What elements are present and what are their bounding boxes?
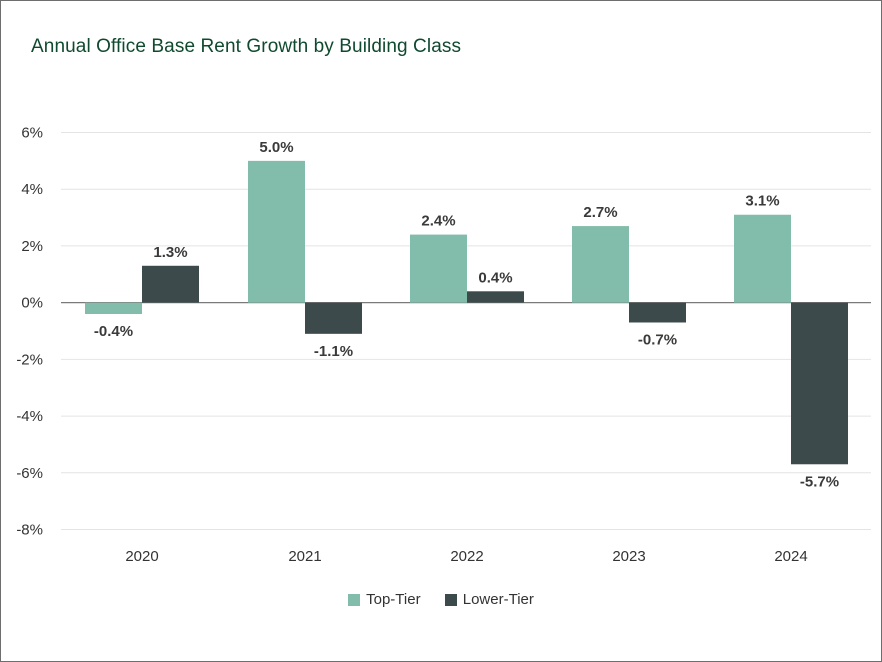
chart-title: Annual Office Base Rent Growth by Buildi… — [31, 36, 462, 57]
bar-top-tier — [85, 302, 142, 314]
y-tick-label: -2% — [16, 351, 43, 368]
bar-lower-tier — [305, 302, 362, 334]
y-tick-label: 0% — [21, 295, 43, 312]
y-tick-label: 4% — [21, 181, 43, 198]
legend-swatch-lower-tier — [444, 593, 457, 606]
bar-lower-tier — [629, 302, 686, 323]
data-label: -0.7% — [638, 331, 677, 348]
y-tick-label: -4% — [16, 408, 43, 425]
bar-top-tier — [410, 234, 467, 303]
data-label: 5.0% — [259, 139, 293, 156]
x-tick-label: 2020 — [125, 548, 158, 565]
data-label: -0.4% — [94, 323, 133, 340]
x-tick-label: 2023 — [612, 548, 645, 565]
chart-legend: Top-Tier Lower-Tier — [1, 591, 881, 610]
y-tick-label: 2% — [21, 238, 43, 255]
data-label: -5.7% — [800, 473, 839, 490]
legend-item-top-tier: Top-Tier — [348, 591, 421, 608]
data-label: -1.1% — [314, 343, 353, 360]
y-tick-label: 6% — [21, 125, 43, 142]
data-label: 3.1% — [745, 193, 779, 210]
data-label: 2.7% — [583, 204, 617, 221]
y-tick-label: -6% — [16, 465, 43, 482]
y-tick-label: -8% — [16, 522, 43, 539]
data-label: 2.4% — [421, 213, 455, 230]
bar-top-tier — [572, 226, 629, 303]
bar-lower-tier — [791, 302, 848, 465]
x-tick-label: 2022 — [450, 548, 483, 565]
bar-lower-tier — [467, 291, 524, 303]
data-label: 1.3% — [153, 244, 187, 261]
data-label: 0.4% — [478, 269, 512, 286]
legend-label-top-tier: Top-Tier — [366, 591, 421, 608]
x-tick-label: 2021 — [288, 548, 321, 565]
legend-label-lower-tier: Lower-Tier — [462, 591, 534, 608]
legend-item-lower-tier: Lower-Tier — [444, 591, 534, 608]
x-tick-label: 2024 — [774, 548, 807, 565]
bar-top-tier — [248, 160, 305, 303]
bar-lower-tier — [142, 265, 199, 303]
bar-top-tier — [734, 214, 791, 303]
legend-swatch-top-tier — [348, 593, 361, 606]
